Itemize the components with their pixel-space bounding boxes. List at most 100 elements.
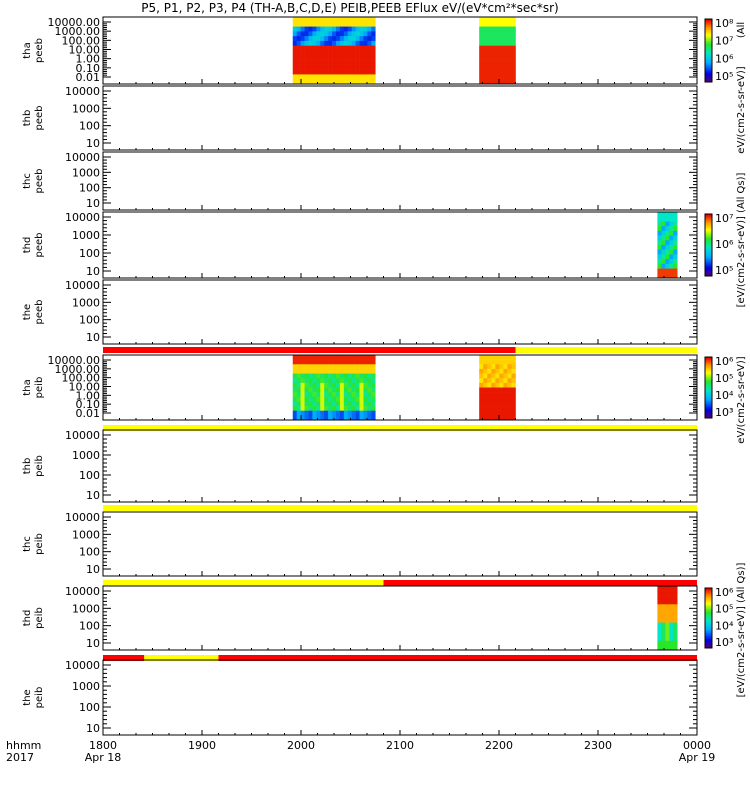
spectrogram-cell — [296, 401, 301, 407]
spectrogram-cell — [339, 50, 345, 56]
spectrogram-cell — [669, 636, 674, 642]
colorbar-segment — [705, 595, 712, 598]
colorbar-segment — [705, 238, 712, 241]
y-tick-label-tha-peeb: 10.00 — [69, 44, 101, 57]
spectrogram-cell — [355, 396, 360, 402]
spectrogram-cell — [316, 364, 321, 370]
spectrogram-cell — [355, 21, 360, 27]
spectrogram-cell — [292, 79, 297, 85]
spectrogram-cell — [363, 31, 368, 37]
spectrogram-cell — [507, 64, 512, 70]
spectrogram-cell — [507, 396, 512, 402]
spectrogram-cell — [503, 410, 508, 416]
spectrogram-cell — [304, 31, 309, 37]
spectrogram-cell — [343, 69, 349, 75]
spectrogram-cell — [328, 26, 333, 32]
spectrogram-cell — [320, 355, 325, 360]
spectrogram-cell — [363, 36, 368, 42]
spectrogram-cell — [343, 64, 349, 70]
spectrogram-cell — [503, 378, 508, 384]
spectrogram-cell — [491, 79, 496, 85]
spectrogram-cell — [359, 17, 364, 23]
colorbar-segment — [705, 271, 712, 274]
spectrogram-cell — [320, 45, 325, 51]
y-tick-label-the-peib: 1000 — [72, 680, 100, 693]
spectrogram-cell — [669, 216, 674, 222]
colorbar-segment — [705, 622, 712, 625]
spectrogram-cell — [332, 378, 337, 384]
colorbar-tick-label: 10⁶ — [715, 586, 734, 599]
colorbar-segment — [705, 628, 712, 631]
colorbar-segment — [705, 226, 712, 229]
spectrogram-cell — [483, 373, 488, 379]
spectrogram-cell — [483, 36, 488, 42]
spectrogram-cell — [657, 240, 662, 246]
spectrogram-cell — [499, 31, 504, 37]
spectrogram-cell — [339, 368, 345, 374]
spectrogram-cell — [673, 640, 678, 646]
spectrogram-cell — [300, 55, 305, 61]
colorbar-segment — [705, 20, 712, 23]
spectrogram-cell — [332, 359, 337, 365]
colorbar-segment — [705, 214, 712, 217]
colorbar-segment — [705, 37, 712, 40]
spectrogram-cell — [487, 64, 492, 70]
spectrogram-thd-peeb-0 — [657, 212, 678, 279]
spectrogram-cell — [479, 401, 484, 407]
spectrogram-cell — [312, 17, 317, 23]
colorbar-segment — [705, 30, 712, 33]
spectrogram-cell — [499, 410, 504, 416]
colorbar-segment — [705, 220, 712, 223]
spectrogram-cell — [359, 55, 364, 61]
spectrogram-cell — [495, 21, 500, 27]
x-tick-label: 2100 — [386, 739, 414, 752]
spectrogram-cell — [296, 415, 301, 421]
spectrogram-cell — [292, 69, 297, 75]
spectrogram-cell — [343, 36, 349, 42]
spectrogram-cell — [363, 368, 368, 374]
spectrogram-cell — [320, 60, 325, 66]
colorbar-segment — [705, 615, 712, 617]
spectrogram-cell — [359, 410, 364, 416]
spectrogram-cell — [499, 355, 504, 360]
colorbar-segment — [705, 597, 712, 599]
spectrogram-cell — [312, 31, 317, 37]
spectrogram-cell — [316, 40, 321, 47]
spectrogram-cell — [669, 595, 674, 601]
spectrogram-cell — [355, 359, 360, 365]
spectrogram-cell — [507, 387, 512, 393]
spectrogram-cell — [507, 55, 512, 61]
spectrogram-cell — [308, 392, 313, 398]
spectrogram-cell — [351, 406, 356, 412]
spectrogram-cell — [499, 373, 504, 379]
spectrogram-cell — [367, 396, 372, 402]
spectrogram-cell — [312, 21, 317, 27]
spectrogram-cell — [503, 359, 508, 365]
spectrogram-cell — [308, 74, 313, 80]
spectrogram-cell — [511, 401, 516, 407]
spectrogram-cell — [657, 273, 662, 279]
x-date-label: Apr 18 — [85, 751, 122, 764]
spectrogram-thd-peib-0 — [657, 586, 678, 651]
spectrogram-cell — [495, 392, 500, 398]
spectrogram-cell — [673, 627, 678, 633]
y-tick-label-thc-peib: 100 — [79, 546, 100, 559]
spectrogram-cell — [351, 31, 356, 37]
spectrogram-cell — [343, 26, 349, 32]
spectrogram-cell — [316, 60, 321, 66]
spectrogram-cell — [316, 406, 321, 412]
spectrogram-cell — [495, 373, 500, 379]
spectrogram-cell — [371, 373, 376, 379]
colorbar-segment — [705, 392, 712, 395]
colorbar-tick-label: 10⁶ — [715, 355, 734, 368]
colorbar-segment — [705, 643, 712, 646]
spectrogram-cell — [367, 36, 372, 42]
spectrogram-cell — [296, 50, 301, 56]
spectrogram-cell — [339, 45, 345, 51]
colorbar-segment — [705, 613, 712, 616]
spectrogram-cell — [669, 249, 674, 255]
colorbar-segment — [705, 591, 712, 593]
colorbar-segment — [705, 246, 712, 249]
spectrogram-cell — [296, 368, 301, 374]
colorbar-segment — [705, 375, 712, 378]
